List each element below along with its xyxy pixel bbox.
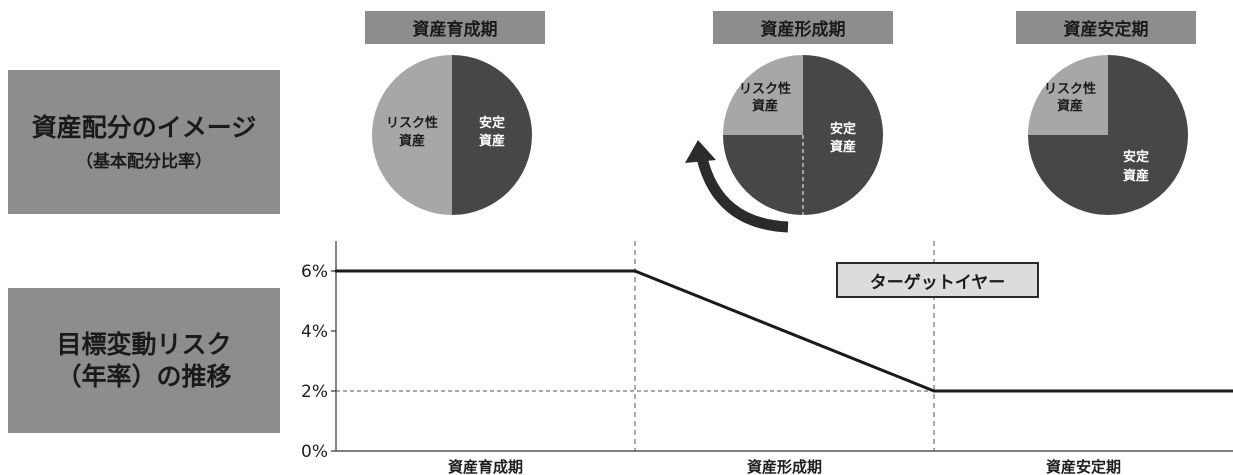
allocation-title: 資産配分のイメージ [31,112,257,142]
y-tick-label: 0% [301,442,328,462]
phase-label-formation: 資産形成期 [713,11,893,44]
y-tick-label: 2% [301,382,328,402]
risk-series-line [336,269,1233,393]
risk-title-line2: （年率）の推移 [56,361,232,391]
risk-label-box: 目標変動リスク （年率）の推移 [8,288,280,433]
pie-slice-risky [723,55,803,135]
pie-slice-stable [1028,55,1188,215]
pie-stable-label-2: 資産 [1123,168,1149,184]
x-category-label: 資産安定期 [1046,458,1121,475]
pie-risky-label-1: リスク性 [386,115,438,131]
pie-chart-stable: リスク性 資産 安定 資産 [1028,55,1188,215]
phase-label-stable: 資産安定期 [1016,11,1196,44]
pie-stable-label-1: 安定 [830,121,856,137]
x-category-label: 資産形成期 [747,458,822,475]
risk-series-point [334,269,338,273]
allocation-subtitle: （基本配分比率） [76,152,212,173]
pie-risky-label-2: 資産 [399,133,425,149]
pie-risky-label-2: 資産 [752,98,778,114]
pie-slice-risky [1028,55,1108,135]
phase-label-growth: 資産育成期 [365,11,545,44]
risk-title-line1: 目標変動リスク [56,330,232,360]
pie-risky-label-2: 資産 [1057,98,1083,114]
pie-stable-label-2: 資産 [479,133,505,149]
risk-series-point [932,389,936,393]
y-tick-label: 6% [301,262,328,282]
target-year-label: ターゲットイヤー [836,262,1039,298]
pie-stable-label-1: 安定 [1123,149,1149,165]
pie-stable-label-2: 資産 [830,139,856,155]
pie-risky-label-1: リスク性 [1044,81,1096,97]
y-tick-label: 4% [301,322,328,342]
pie-risky-label-1: リスク性 [739,81,791,97]
x-category-label: 資産育成期 [448,458,523,475]
pie-chart-growth: リスク性 資産 安定 資産 [372,55,532,215]
pie-stable-label-1: 安定 [479,115,505,131]
pie-slice-risky [372,55,452,215]
risk-series-point [633,269,637,273]
pie-slice-stable [452,55,532,215]
allocation-label-box: 資産配分のイメージ （基本配分比率） [8,70,280,214]
